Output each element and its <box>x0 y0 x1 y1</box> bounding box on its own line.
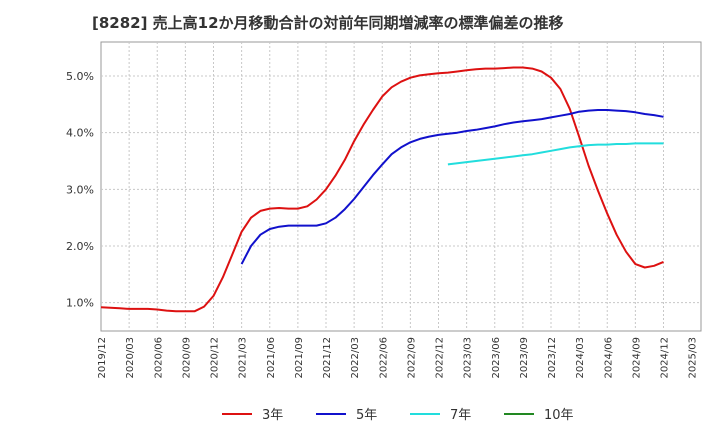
x-tick-label: 2023/06 <box>491 337 502 379</box>
x-tick-label: 2023/09 <box>519 337 530 379</box>
x-tick-label: 2024/12 <box>660 337 671 379</box>
x-tick-label: 2023/12 <box>547 337 558 379</box>
x-tick-label: 2021/12 <box>322 337 333 379</box>
x-tick-label: 2022/06 <box>378 337 389 379</box>
x-tick-label: 2024/09 <box>631 337 642 379</box>
x-tick-label: 2022/09 <box>406 337 417 379</box>
x-tick-label: 2024/03 <box>575 337 586 379</box>
series-line <box>447 142 664 166</box>
x-tick-label: 2020/12 <box>210 337 221 379</box>
series-line <box>240 109 664 265</box>
legend-label: 3年 <box>262 408 283 423</box>
x-tick-label: 2019/12 <box>97 337 108 379</box>
x-tick-label: 2024/06 <box>603 337 614 379</box>
x-tick-label: 2021/03 <box>238 337 249 379</box>
series-line <box>100 66 664 313</box>
chart-title: [8282] 売上高12か月移動合計の対前年同期増減率の標準偏差の推移 <box>92 14 564 32</box>
legend-label: 7年 <box>450 408 471 423</box>
y-tick-label: 2.0% <box>66 240 94 253</box>
x-tick-label: 2025/03 <box>688 337 699 379</box>
x-tick-label: 2020/06 <box>153 337 164 379</box>
y-tick-label: 4.0% <box>66 127 94 140</box>
y-tick-label: 3.0% <box>66 183 94 196</box>
x-tick-label: 2021/09 <box>294 337 305 379</box>
x-tick-label: 2021/06 <box>266 337 277 379</box>
x-tick-label: 2020/03 <box>125 337 136 379</box>
y-tick-label: 1.0% <box>66 297 94 310</box>
x-tick-label: 2022/03 <box>350 337 361 379</box>
legend-label: 10年 <box>544 408 574 423</box>
x-tick-label: 2023/03 <box>463 337 474 379</box>
plot-area <box>100 41 702 332</box>
y-tick-label: 5.0% <box>66 70 94 83</box>
legend-label: 5年 <box>356 408 377 423</box>
x-tick-label: 2020/09 <box>181 337 192 379</box>
x-tick-label: 2022/12 <box>435 337 446 379</box>
